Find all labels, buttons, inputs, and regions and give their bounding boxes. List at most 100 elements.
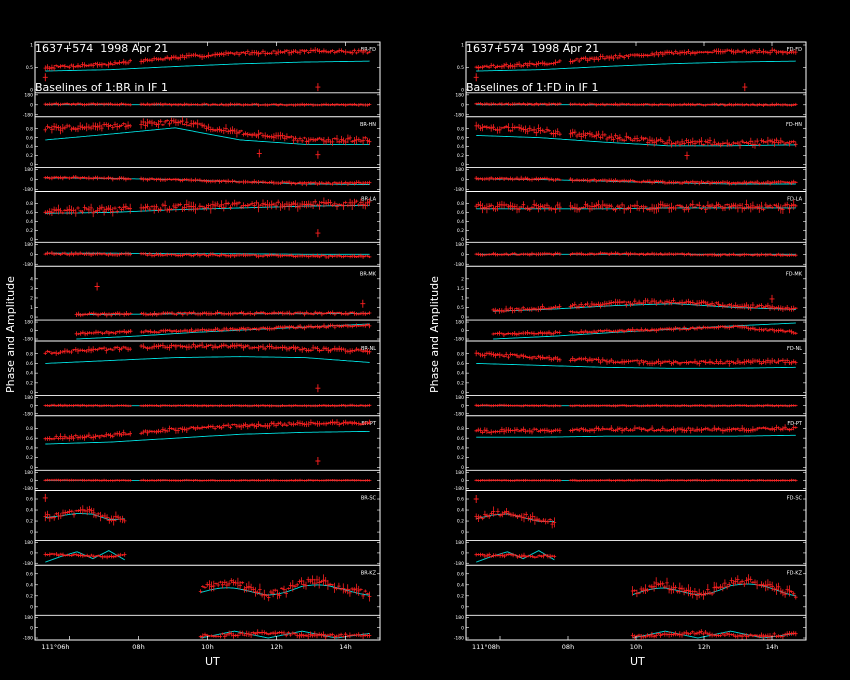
data-point (211, 344, 215, 351)
data-point (772, 306, 777, 311)
data-point (50, 176, 54, 181)
data-point (320, 50, 324, 54)
data-point (515, 307, 519, 310)
data-point (304, 404, 309, 408)
data-point (776, 328, 781, 333)
data-point (300, 420, 304, 427)
data-point (753, 306, 757, 309)
data-point (731, 141, 736, 145)
data-point (324, 102, 328, 106)
data-point (317, 255, 322, 259)
data-point (699, 207, 704, 210)
data-point (661, 253, 665, 256)
data-point (678, 631, 682, 638)
data-point (616, 251, 620, 255)
data-point (613, 102, 618, 106)
data-point (350, 421, 354, 426)
data-point (517, 124, 521, 131)
data-point (352, 254, 357, 258)
data-point (198, 328, 202, 332)
data-point (585, 252, 590, 256)
data-point (84, 349, 89, 354)
data-point (749, 359, 753, 365)
data-point (275, 631, 280, 635)
data-point (339, 48, 344, 53)
data-point (744, 103, 749, 106)
data-point (742, 48, 747, 53)
data-point (570, 128, 575, 137)
data-point (91, 62, 95, 68)
data-point (150, 58, 154, 63)
data-point (598, 329, 603, 333)
data-point (343, 419, 348, 425)
data-point (333, 50, 337, 55)
data-point (227, 581, 231, 587)
data-point (676, 181, 680, 184)
data-point (521, 63, 526, 68)
data-point (508, 176, 513, 181)
baseline-label: BR-HN (360, 122, 376, 128)
data-point (697, 181, 702, 186)
data-point (71, 126, 76, 131)
data-point (665, 299, 669, 304)
data-point (100, 204, 104, 211)
data-point (534, 176, 539, 181)
data-point (269, 421, 274, 426)
data-point (335, 203, 339, 210)
data-point (300, 49, 304, 52)
y-tick-label: 180 (24, 470, 33, 476)
data-point (259, 51, 263, 55)
data-point (703, 300, 708, 305)
data-point (768, 50, 772, 56)
data-point (478, 177, 483, 180)
data-point (267, 423, 272, 429)
data-point (198, 253, 202, 258)
data-point (334, 587, 339, 591)
data-point (367, 323, 372, 329)
data-point (337, 421, 341, 427)
data-point (656, 202, 661, 213)
data-point (701, 181, 706, 184)
data-point (489, 176, 493, 180)
baseline-label: BR-PT (361, 421, 377, 427)
data-point (206, 253, 211, 258)
data-point (622, 138, 626, 143)
data-point (76, 176, 80, 179)
data-point (723, 579, 727, 587)
data-point (200, 102, 204, 107)
data-point (772, 48, 777, 52)
data-point (742, 303, 747, 310)
data-point (236, 577, 240, 589)
data-point (213, 179, 217, 184)
data-point (315, 633, 319, 639)
data-point (671, 52, 676, 56)
data-point (361, 49, 365, 55)
model-line (493, 303, 796, 312)
data-point (320, 137, 324, 142)
data-point (759, 103, 764, 106)
data-point (708, 181, 712, 186)
data-point (555, 61, 560, 64)
data-point (693, 205, 697, 209)
data-point (643, 205, 648, 208)
data-point (673, 49, 678, 54)
data-point (478, 125, 483, 131)
data-point (141, 58, 146, 64)
data-point (714, 201, 719, 211)
data-point (656, 301, 661, 304)
data-point (731, 304, 736, 308)
data-point (95, 123, 100, 131)
data-point (104, 347, 109, 354)
y-tick-label: 0.8 (26, 201, 33, 207)
data-point (583, 201, 588, 209)
data-point (195, 344, 200, 348)
data-point (575, 133, 579, 139)
data-point (549, 177, 554, 181)
data-point (330, 348, 335, 351)
data-point (639, 204, 644, 209)
data-point (43, 127, 48, 133)
data-point (555, 251, 560, 256)
data-point (551, 61, 556, 66)
data-point (169, 208, 174, 211)
data-point (350, 311, 355, 314)
